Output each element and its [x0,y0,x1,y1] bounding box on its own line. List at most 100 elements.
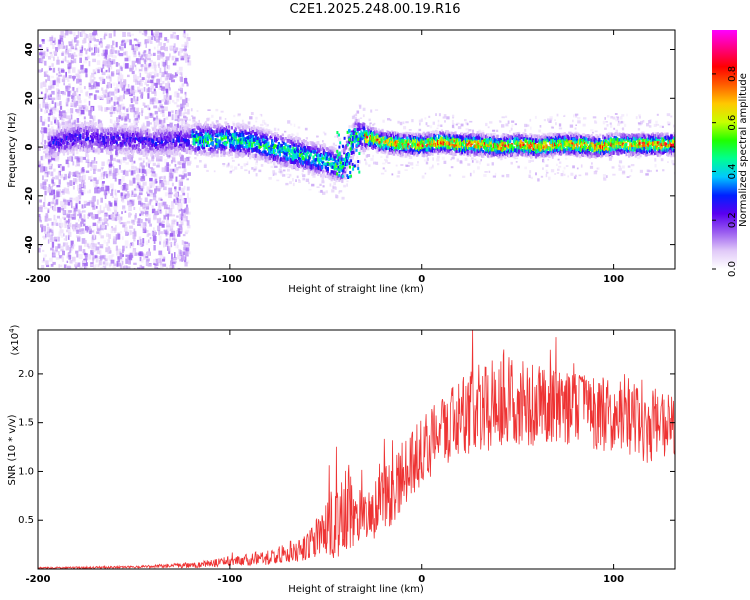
spectrogram-cell [47,187,51,193]
spectrogram-cell [165,210,168,215]
spectrogram-cell [139,88,143,93]
spectrogram-cell [138,242,142,246]
spectrogram-cell [82,185,86,189]
spectrogram-cell [111,71,114,77]
spectrogram-cell [105,137,108,142]
spectrogram-cell [131,190,134,195]
spectrogram-cell [110,45,114,49]
spectrogram-cell [224,151,227,155]
spectrogram-cell [183,48,187,51]
spectrogram-cell [155,141,158,146]
spectrogram-cell [206,169,209,172]
spectrogram-cell [573,114,575,118]
spectrogram-cell [273,172,277,176]
spectrogram-cell [132,250,135,255]
spectrogram-cell [154,266,159,269]
spectrogram-cell [163,67,166,73]
spectrogram-cell [131,170,136,175]
spectrogram-cell [177,123,180,129]
spectrogram-cell [335,194,338,198]
spectrogram-cell [164,192,168,197]
spectrogram-cell [161,61,164,67]
spectrogram-cell [59,116,63,120]
spectrogram-cell [197,123,200,126]
spectrogram-cell [73,178,77,184]
spectrogram-cell [125,254,128,258]
spectrogram-cell [95,47,98,54]
spectrogram-cell [72,146,75,151]
spectrogram-cell [44,60,47,66]
spectrogram-cell [50,247,54,251]
spectrogram-cell [198,125,201,131]
spectrogram-cell [646,169,650,173]
spectrogram-cell [51,229,54,232]
spectrogram-cell [71,60,74,64]
spectrogram-cell [191,146,194,149]
spectrogram-cell [107,92,109,98]
spectrogram-cell [72,141,75,146]
spectrogram-cell [248,131,251,135]
spectrogram-cell [79,193,82,197]
spectrogram-cell [152,193,157,198]
spectrogram-cell [129,143,132,147]
spectrogram-cell [126,33,130,36]
spectrogram-cell [397,170,401,174]
spectrogram-cell [187,124,190,128]
spectrogram-cell [179,194,183,201]
spectrogram-cell [64,124,68,129]
spectrogram-cell [153,46,156,50]
spectrogram-cell [161,46,165,50]
spectrogram-cell [72,181,75,186]
spectrogram-cell [46,49,49,52]
spectrogram-cell [86,230,89,233]
spectrogram-cell [119,256,124,262]
spectrogram-cell [223,135,226,138]
spectrogram-cell [150,97,154,102]
spectrogram-cell [93,229,96,236]
spectrogram-cell [144,30,148,35]
spectrogram-cell [147,158,150,163]
spectrogram-cell [58,191,62,197]
spectrogram-cell [70,108,74,114]
spectrogram-cell [40,82,43,89]
spectrogram-cell [104,225,107,230]
spectrogram-cell [93,94,97,100]
spectrogram-cell [53,194,56,200]
spectrogram-cell [67,97,70,102]
spectrogram-cell [138,69,142,72]
spectrogram-cell [148,248,150,254]
chart-title: C2E1.2025.248.00.19.R16 [289,2,461,17]
spectrogram-cell [155,31,160,35]
spectrogram-cell [162,113,165,117]
spectrogram-cell [64,33,66,38]
spectrogram-cell [157,64,160,67]
spectrogram-cell [163,95,168,100]
spectrogram-cell [419,122,421,126]
spectrogram-cell [582,123,586,127]
spectrogram-cell [74,265,78,269]
spectrogram-cell [258,140,261,144]
spectrogram-cell [181,212,184,217]
spectrogram-cell [68,151,72,155]
spectrogram-cell [304,127,308,131]
spectrogram-cell [54,202,56,207]
spectrogram-cell [174,72,178,77]
spectrogram-cell [143,58,148,63]
spectrogram-cell [432,121,435,125]
spectrogram-cell [134,137,138,140]
spectrogram-cell [97,69,100,74]
spectrogram-cell [85,49,88,55]
spectrogram-cell [238,136,241,141]
spectrogram-cell [165,100,169,105]
spectrogram-cell [165,60,168,66]
spectrogram-cell [170,242,173,248]
spectrogram-cell [92,52,96,56]
spectrogram-cell [126,220,131,224]
spectrogram-cell [604,117,606,120]
spectrogram-cell [287,168,290,172]
spectrogram-cell [90,144,93,148]
spectrogram-cell [347,148,350,151]
spectrogram-cell [149,122,152,125]
spectrogram-cell [74,124,77,128]
spectrogram-cell [100,222,103,225]
